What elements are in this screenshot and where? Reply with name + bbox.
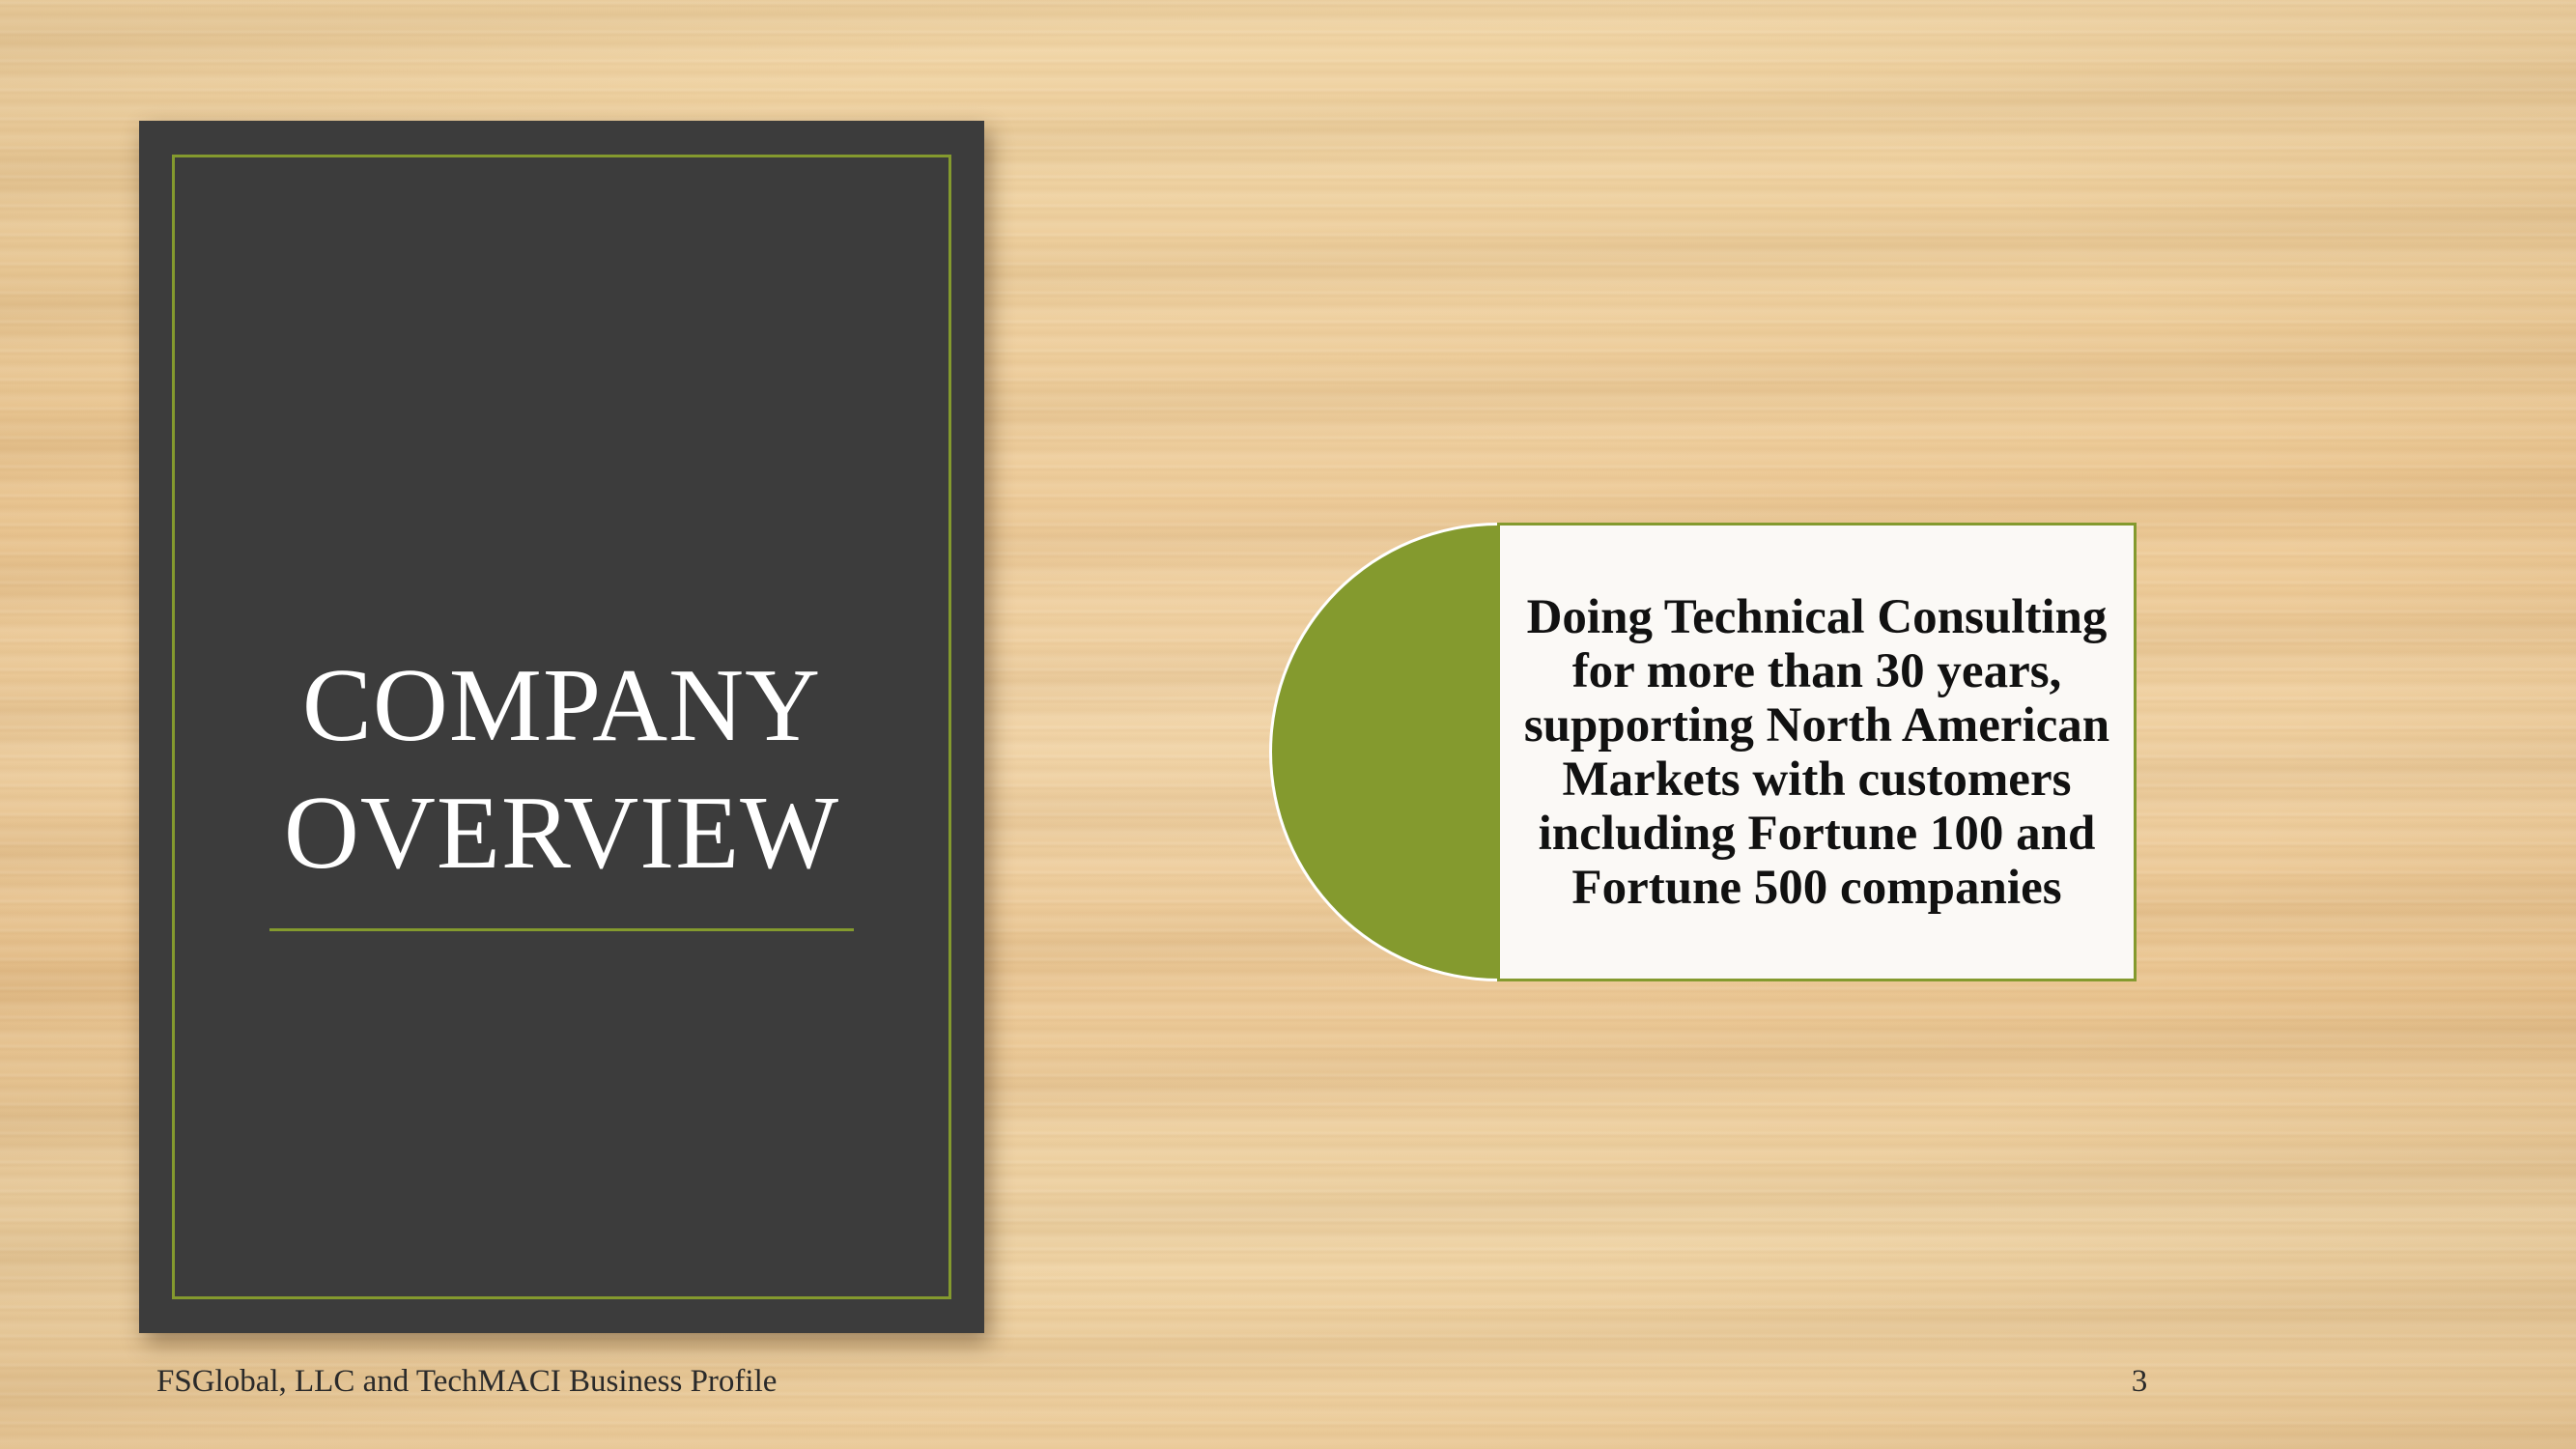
title-panel: COMPANY OVERVIEW	[139, 121, 984, 1333]
callout-half-circle	[1269, 523, 1499, 981]
footer-text: FSGlobal, LLC and TechMACI Business Prof…	[156, 1364, 777, 1400]
page-number: 3	[2120, 1364, 2159, 1400]
slide-title[interactable]: COMPANY OVERVIEW	[139, 642, 984, 897]
callout-text: Doing Technical Consulting for more than…	[1517, 590, 2116, 915]
slide-title-line-2: OVERVIEW	[139, 770, 984, 897]
slide-title-line-1: COMPANY	[139, 642, 984, 770]
callout-text-box[interactable]: Doing Technical Consulting for more than…	[1497, 523, 2137, 981]
title-underline	[269, 928, 854, 931]
callout-shape[interactable]: Doing Technical Consulting for more than…	[1269, 523, 2137, 981]
